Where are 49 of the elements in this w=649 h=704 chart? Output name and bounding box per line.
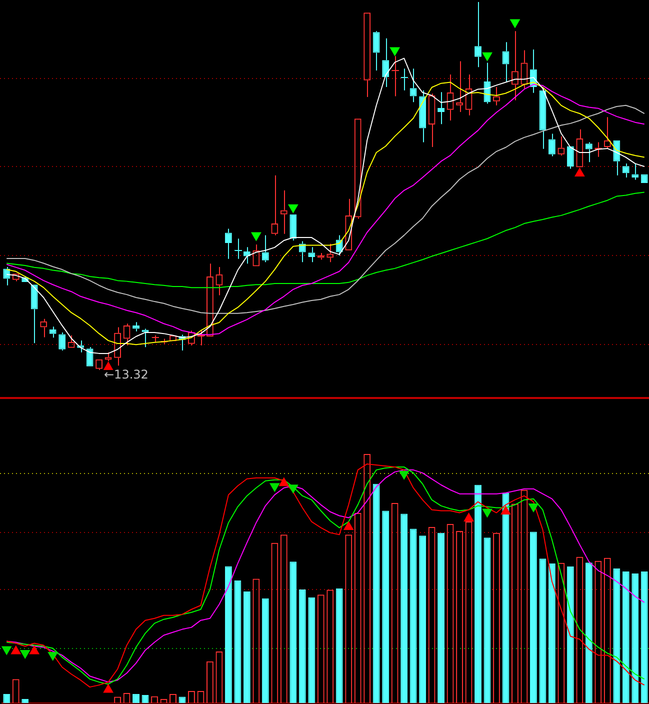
bar — [640, 572, 648, 703]
bar — [243, 591, 250, 703]
candlestick — [548, 133, 556, 157]
bar — [410, 528, 417, 703]
candlestick — [86, 346, 94, 366]
bar — [372, 484, 380, 703]
bar — [262, 598, 269, 703]
candlestick — [132, 322, 140, 332]
bar — [290, 562, 297, 703]
candlestick — [585, 142, 592, 163]
candlestick — [410, 68, 417, 103]
candlestick — [632, 163, 639, 180]
candlestick — [308, 246, 316, 263]
point — [288, 204, 298, 213]
bar — [484, 538, 491, 703]
bar — [613, 568, 620, 703]
point — [103, 362, 114, 370]
bar — [530, 532, 537, 703]
bar — [234, 580, 242, 703]
point — [251, 232, 262, 241]
candlestick — [49, 326, 56, 338]
candlestick — [58, 332, 66, 351]
bar — [548, 564, 556, 703]
point — [390, 47, 400, 56]
bar — [400, 514, 408, 703]
point — [482, 52, 492, 61]
bar — [419, 536, 426, 703]
bar — [308, 597, 316, 703]
bar — [224, 566, 232, 703]
candlestick — [438, 92, 444, 125]
point — [510, 19, 520, 28]
bar — [336, 588, 343, 703]
candlestick — [372, 30, 380, 71]
bar — [298, 589, 306, 703]
bar — [22, 699, 29, 703]
bar — [622, 572, 630, 703]
candlestick — [419, 90, 426, 143]
bar — [382, 510, 390, 703]
candlestick — [382, 38, 390, 88]
bar — [632, 574, 639, 703]
annotation: ←13.32 — [104, 368, 148, 382]
bar — [585, 562, 592, 703]
bar — [539, 558, 546, 703]
bar — [566, 566, 574, 703]
candlestick — [622, 163, 630, 178]
bar — [438, 532, 444, 703]
candlestick — [30, 284, 38, 344]
bar — [474, 484, 482, 703]
candlestick — [290, 214, 297, 241]
